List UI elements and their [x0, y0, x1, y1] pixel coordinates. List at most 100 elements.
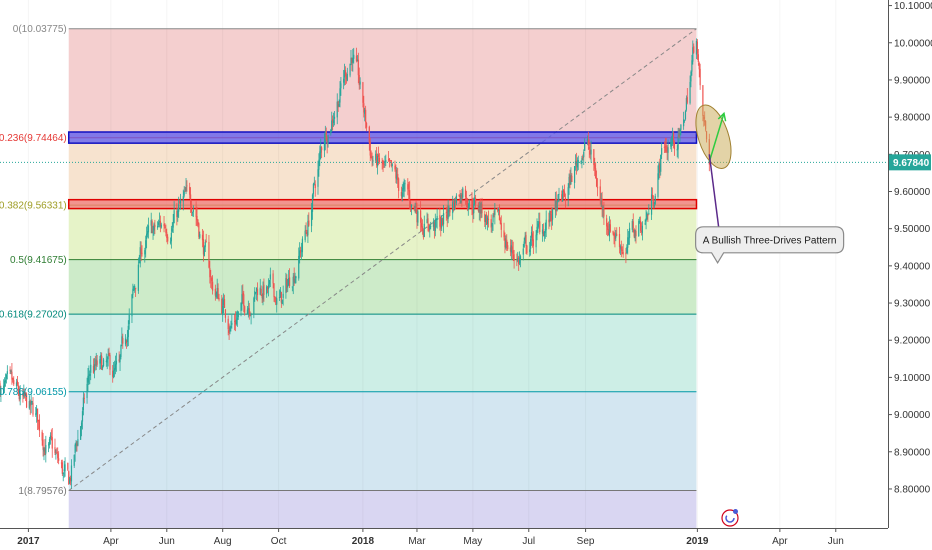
candle-body	[562, 190, 565, 192]
candle-body	[44, 447, 46, 455]
candle-body	[294, 278, 296, 283]
candle-body	[209, 267, 211, 278]
candle-body	[409, 201, 412, 209]
candle-body	[299, 250, 302, 253]
x-axis[interactable]: 2017 Apr Jun Aug Oct 2018 Mar May Jul Sep 2019 Apr J…	[0, 528, 932, 550]
candle-body	[659, 164, 661, 171]
candle-body	[676, 149, 678, 151]
annotation-callout[interactable]: A Bullish Three-Drives Pattern	[695, 226, 845, 264]
candle-body	[246, 309, 249, 314]
candle-body	[288, 278, 290, 286]
candle-body	[634, 229, 636, 239]
candle-body	[479, 207, 481, 214]
candle-body	[371, 156, 373, 160]
candle-body	[308, 220, 310, 226]
candle-body	[645, 218, 647, 222]
candle-body	[475, 198, 477, 204]
candle-body	[622, 251, 624, 255]
bullish-arrow-shaft[interactable]	[708, 113, 725, 162]
candle-body	[11, 371, 13, 380]
candle-body	[274, 297, 276, 299]
fib-trendline[interactable]	[68, 28, 697, 491]
candle-body	[137, 264, 139, 291]
candle-body	[217, 288, 219, 300]
y-axis[interactable]: 10.1000010.000009.900009.800009.700009.6…	[888, 0, 932, 550]
candle-body	[346, 74, 348, 81]
candle-body	[151, 221, 153, 234]
candle-body	[237, 311, 239, 318]
y-tick-label-5: 9.60000	[894, 187, 931, 198]
candle-body	[426, 219, 428, 224]
candle-body	[90, 364, 92, 373]
candle-body	[516, 259, 518, 261]
candle-body	[584, 142, 586, 151]
candle-body	[427, 218, 429, 224]
candle-body	[75, 441, 77, 447]
fibonacci-trendline[interactable]	[68, 28, 697, 491]
candle-body	[355, 55, 358, 61]
candle-body	[571, 175, 573, 182]
candle-body	[497, 208, 499, 211]
bearish-arrow-shaft[interactable]	[708, 154, 722, 240]
candle-body	[365, 122, 368, 128]
candle-body	[387, 159, 390, 161]
candle-body	[370, 155, 372, 159]
callout-bubble[interactable]	[695, 226, 845, 264]
candle-body	[99, 359, 101, 364]
bullish-arrow-head[interactable]	[717, 111, 727, 122]
candle-body	[278, 297, 281, 298]
candle-body	[255, 287, 258, 292]
candle-body	[189, 186, 191, 195]
zones[interactable]	[67, 131, 698, 210]
support-zone[interactable]	[67, 198, 698, 210]
candle-body	[523, 241, 525, 247]
candle-body	[153, 224, 155, 231]
candle-body	[164, 226, 166, 228]
candle-body	[157, 225, 159, 228]
candle-body	[210, 278, 212, 280]
fibonacci-fills	[68, 28, 697, 528]
candle-body	[288, 277, 291, 287]
candle-body	[677, 136, 679, 150]
candle-body	[377, 154, 380, 157]
candle-body	[255, 292, 257, 293]
candle-body	[3, 380, 6, 387]
resistance-zone[interactable]	[67, 131, 698, 144]
candle-body	[51, 437, 53, 449]
candle-body	[145, 240, 147, 250]
candle-body	[298, 255, 300, 279]
candle-body	[228, 330, 230, 333]
candle-body	[22, 393, 24, 397]
candle-body	[500, 222, 502, 230]
candle-body	[486, 217, 489, 225]
candle-body	[606, 225, 609, 230]
candle-body	[614, 235, 616, 240]
candle-body	[16, 380, 19, 385]
candle-body	[339, 88, 341, 103]
candle-body	[307, 220, 309, 236]
candle-body	[218, 297, 220, 300]
candle-body	[259, 287, 261, 295]
candle-body	[269, 274, 271, 280]
candle-body	[202, 239, 205, 255]
y-tick-label-3: 9.80000	[894, 113, 931, 124]
candle-body	[131, 294, 133, 317]
candle-body	[48, 439, 51, 445]
candle-body	[30, 401, 32, 405]
candle-body	[493, 213, 495, 215]
candle-body	[195, 209, 197, 218]
candle-body	[601, 198, 603, 209]
candle-body	[626, 246, 628, 253]
candle-body	[95, 359, 97, 367]
candle-body	[690, 71, 692, 82]
candle-body	[256, 289, 259, 296]
candle-body	[109, 354, 111, 370]
candle-body	[18, 391, 20, 400]
last-price-tag: 9.67840	[889, 154, 931, 171]
candle-body	[357, 59, 359, 76]
candle-body	[683, 119, 686, 121]
candle-body	[657, 173, 659, 197]
candle-body	[28, 401, 30, 409]
candle-body	[641, 225, 644, 234]
